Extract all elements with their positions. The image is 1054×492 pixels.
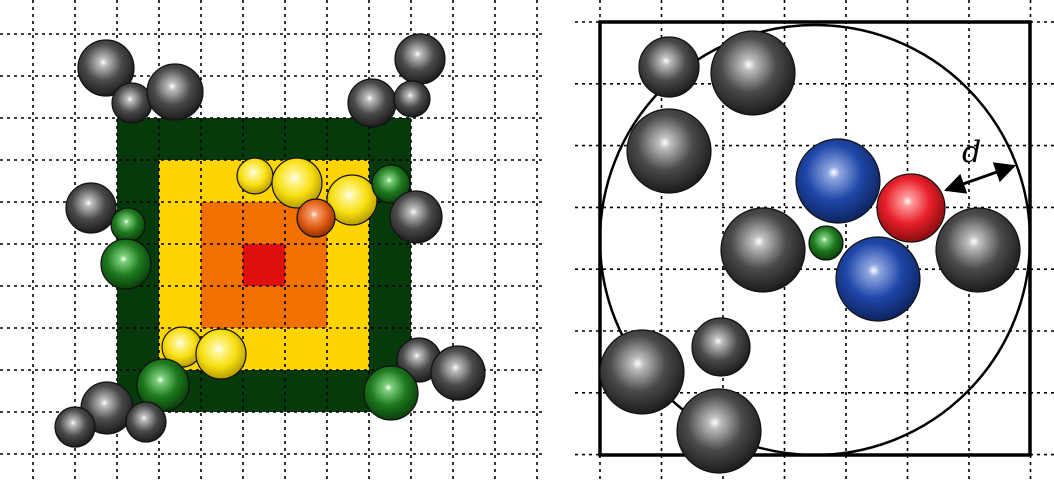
green-particle	[363, 365, 419, 421]
right-panel-cluster: d	[575, 0, 1054, 482]
gray-particle	[626, 108, 712, 194]
gray-particle	[54, 406, 96, 448]
gray-particle	[691, 317, 751, 377]
gray-particle	[347, 78, 397, 128]
green-particle	[100, 238, 152, 290]
gray-particle	[146, 63, 204, 121]
green-particle	[110, 207, 146, 243]
red-particle	[876, 173, 946, 243]
green-particle	[808, 225, 844, 261]
gray-particle	[125, 401, 167, 443]
left-particles	[54, 33, 486, 448]
gray-particle	[720, 207, 806, 293]
gray-particle	[935, 207, 1021, 293]
gray-particle	[393, 80, 431, 118]
yellow-particle	[326, 174, 378, 226]
gray-particle	[638, 36, 700, 98]
green-particle	[371, 164, 411, 204]
yellow-particle	[271, 157, 323, 209]
yellow-particle	[195, 328, 247, 380]
distance-label: d	[962, 135, 981, 170]
heat-layer-center	[243, 244, 285, 286]
blue-particle	[835, 236, 921, 322]
gray-particle	[676, 388, 762, 474]
distance-arrow	[944, 162, 1016, 194]
gray-particle	[111, 82, 153, 124]
gray-particle	[430, 345, 486, 401]
gray-particle	[77, 39, 135, 97]
gray-particle	[65, 182, 117, 234]
gray-particle	[394, 33, 446, 85]
gray-particle	[710, 30, 796, 116]
yellow-particle	[236, 157, 274, 195]
blue-particle	[795, 138, 881, 224]
orange-particle	[296, 198, 336, 238]
gray-particle	[599, 329, 685, 415]
boundary-circle	[598, 23, 1032, 457]
gray-particle	[389, 190, 443, 244]
right-particles	[599, 30, 1021, 474]
left-panel-energy-map	[0, 0, 545, 480]
